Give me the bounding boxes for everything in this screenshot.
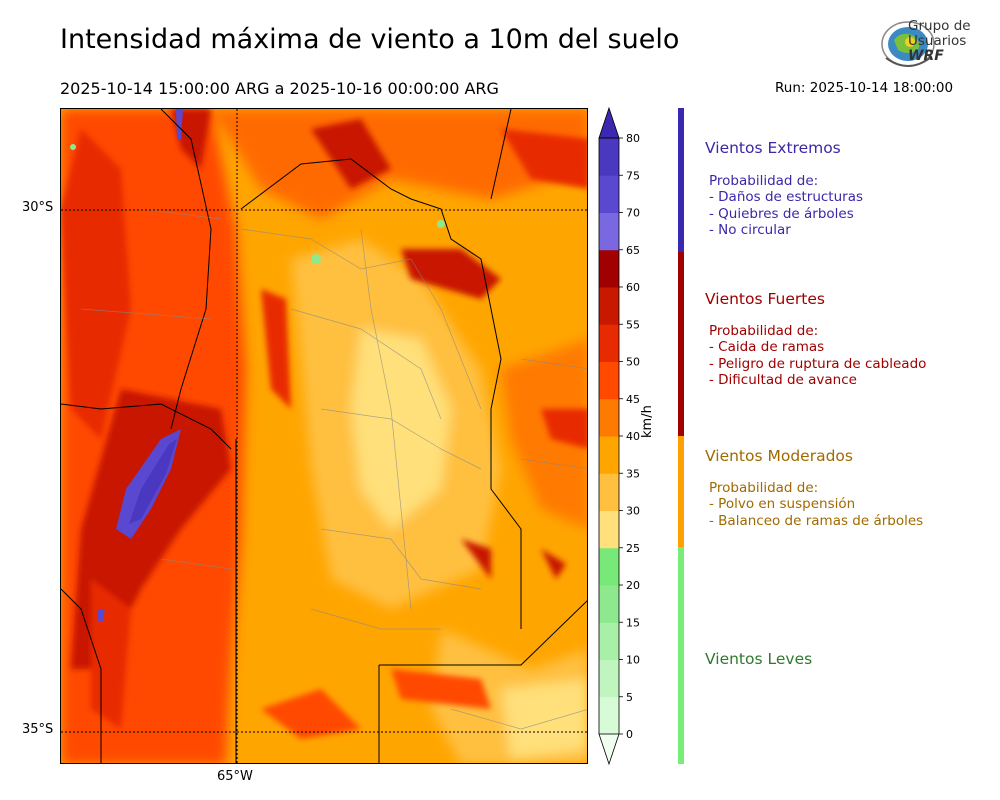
- colorbar-tick-label: 10: [626, 654, 640, 667]
- bar-leves: [678, 547, 684, 764]
- lon-label-65w: 65°W: [217, 769, 253, 784]
- colorbar-tick-label: 55: [626, 318, 640, 331]
- forecast-period: 2025-10-14 15:00:00 ARG a 2025-10-16 00:…: [60, 79, 499, 98]
- logo-line-3: WRF: [908, 48, 944, 64]
- colorbar-bin: [599, 659, 619, 698]
- wind-field: [61, 109, 587, 763]
- legend-extremos-prob: Probabilidad de:: [709, 173, 819, 189]
- legend-moderados-desc: Probabilidad de: - Polvo en suspensión -…: [709, 480, 923, 529]
- colorbar-bin: [599, 473, 619, 511]
- colorbar-tick-label: 30: [626, 505, 640, 518]
- colorbar-bin: [599, 212, 619, 251]
- legend-leves-title: Vientos Leves: [705, 650, 813, 668]
- legend-fuertes-desc: Probabilidad de: - Caida de ramas - Peli…: [709, 323, 926, 388]
- legend-fuertes-prob: Probabilidad de:: [709, 323, 819, 339]
- colorbar-bin: [599, 622, 619, 660]
- wind-map: [60, 108, 588, 764]
- colorbar-extend-high: [598, 106, 620, 139]
- colorbar-tick-label: 75: [626, 169, 640, 182]
- legend-moderados-prob: Probabilidad de:: [709, 480, 819, 496]
- legend-moderados-item: - Balanceo de ramas de árboles: [709, 512, 924, 529]
- grupo-usuarios-wrf-logo: [881, 21, 935, 67]
- legend-extremos-desc: Probabilidad de: - Daños de estructuras …: [709, 173, 863, 238]
- colorbar-bin: [599, 138, 619, 176]
- colorbar-bin: [599, 398, 619, 437]
- colorbar-bin: [599, 287, 619, 325]
- logo-text: Grupo de Usuarios WRF: [908, 19, 971, 64]
- legend-fuertes-title: Vientos Fuertes: [705, 290, 825, 308]
- colorbar-tick-label: 45: [626, 393, 640, 406]
- colorbar-tick-label: 20: [626, 579, 640, 592]
- chart-title: Intensidad máxima de viento a 10m del su…: [60, 24, 680, 55]
- colorbar-tick-label: 0: [626, 728, 633, 741]
- legend-moderados-title: Vientos Moderados: [705, 447, 853, 465]
- run-time: Run: 2025-10-14 18:00:00: [775, 80, 954, 96]
- logo-line-2: Usuarios: [908, 33, 967, 49]
- bar-moderados: [678, 436, 684, 547]
- colorbar-bin: [599, 249, 619, 288]
- legend-fuertes-item: - Peligro de ruptura de cableado: [709, 355, 927, 372]
- colorbar-extend-low: [598, 733, 620, 766]
- colorbar-tick-label: 65: [626, 244, 640, 257]
- bar-fuertes: [678, 252, 684, 436]
- colorbar-tick-label: 70: [626, 207, 640, 220]
- colorbar-tick-label: 80: [626, 132, 640, 145]
- legend-extremos-item: - Quiebres de árboles: [709, 205, 854, 222]
- colorbar-tick-label: 15: [626, 616, 640, 629]
- colorbar-bin: [599, 436, 619, 474]
- bar-extremos: [678, 108, 684, 252]
- legend-moderados-item: - Polvo en suspensión: [709, 496, 856, 513]
- lat-label-30s: 30°S: [22, 200, 54, 215]
- colorbar-unit: km/h: [640, 405, 655, 438]
- colorbar-bin: [599, 585, 619, 623]
- colorbar-bin: [599, 547, 619, 586]
- colorbar-tick-label: 40: [626, 430, 640, 443]
- colorbar-bin: [599, 175, 619, 213]
- colorbar-bin: [599, 510, 619, 549]
- legend-extremos-title: Vientos Extremos: [705, 139, 841, 157]
- legend-fuertes-item: - Caida de ramas: [709, 339, 825, 356]
- legend-fuertes-item: - Dificultad de avance: [709, 371, 857, 388]
- legend-extremos-item: - Daños de estructuras: [709, 189, 864, 206]
- colorbar-tick-label: 50: [626, 356, 640, 369]
- colorbar-tick-label: 25: [626, 542, 640, 555]
- colorbar-tick-label: 5: [626, 691, 633, 704]
- colorbar-tick-label: 35: [626, 467, 640, 480]
- colorbar-tick-label: 60: [626, 281, 640, 294]
- legend-extremos-item: - No circular: [709, 221, 791, 238]
- lat-label-35s: 35°S: [22, 722, 54, 737]
- colorbar-bin: [599, 696, 619, 735]
- colorbar-bin: [599, 361, 619, 400]
- colorbar: 0 5 10 15 20 25 30 35 40 45 50 55 60 65 70 75 80: [598, 106, 640, 766]
- logo-line-1: Grupo de: [908, 18, 971, 34]
- colorbar-bin: [599, 324, 619, 362]
